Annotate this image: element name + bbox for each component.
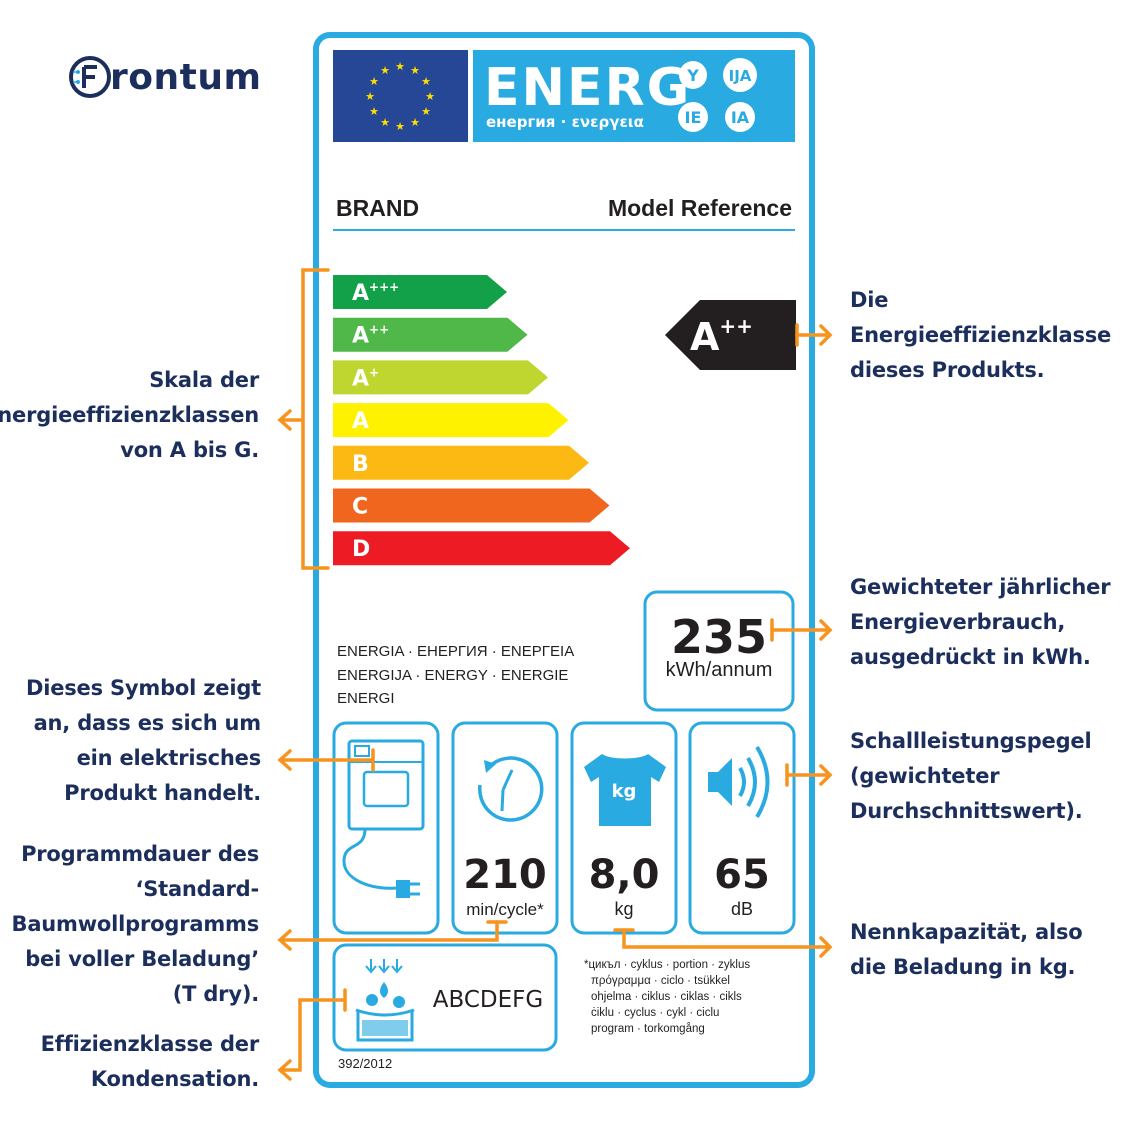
scale-class-label: B: [352, 452, 369, 477]
energy-words-line-1: ENERGIA · ЕНЕРГИЯ · ΕΝΕΡΓΕΙΑ: [337, 643, 574, 660]
frontum-logo: rontum: [68, 54, 261, 100]
electric-picto-box: [332, 721, 440, 935]
capacity-picto-box: kg 8,0 kg: [570, 721, 678, 935]
suffix-ie: IE: [685, 108, 702, 127]
eu-star-icon: ★: [395, 121, 405, 133]
eu-star-icon: ★: [410, 65, 420, 77]
duration-value: 210: [463, 852, 547, 898]
annotation-scale: Skala der Energieeffizienzklassen von A …: [0, 368, 259, 462]
capacity-value: 8,0: [589, 852, 660, 898]
efficiency-scale: A+++ A++ A+ ABCD: [333, 275, 630, 566]
energy-words-line-3: ENERGI: [337, 690, 395, 707]
scale-class-c: C: [333, 488, 610, 523]
clock-icon: [477, 756, 544, 822]
water-tank-icon: [356, 1010, 414, 1042]
cycle-footnote: *цикъл · cyklus · portion · zyklus πρόγρ…: [584, 959, 750, 1035]
eu-flag: [333, 50, 468, 142]
eu-star-icon: ★: [369, 106, 379, 118]
scale-class-aplus: A+: [333, 360, 548, 395]
dryer-icon: [347, 739, 425, 831]
condensation-connector: [277, 998, 347, 1081]
footnote-line-2: πρόγραμμα · ciclo · tsükkel: [591, 975, 730, 987]
water-drop-icon: [380, 982, 388, 998]
speaker-icon: [708, 758, 732, 806]
water-drop-arrows-icon: [365, 959, 403, 974]
energy-words: ENERGIA · ЕНЕРГИЯ · ΕΝΕΡΓΕΙΑ ENERGIJA · …: [337, 643, 574, 707]
capacity-unit: kg: [614, 899, 633, 919]
annotation-duration: Programmdauer des ‘Standard- Baumwollpro…: [11, 842, 260, 1006]
annotation-noise: Schallleistungspegel (gewichteter Durchs…: [850, 729, 1092, 823]
condensation-box: ABCDEFG: [332, 943, 558, 1052]
eu-star-icon: ★: [369, 76, 379, 88]
scale-arrow: [277, 409, 305, 431]
noise-connector: [785, 764, 833, 786]
noise-picto-box: 65 dB: [688, 721, 796, 935]
energy-words-line-2: ENERGIJA · ENERGY · ENERGIE: [337, 667, 568, 684]
eu-star-icon: ★: [380, 117, 390, 129]
annotation-product-class: Die Energieeffizienzklasse dieses Produk…: [850, 288, 1112, 382]
model-reference: Model Reference: [608, 195, 792, 221]
annotation-consumption: Gewichteter jährlicher Energieverbrauch,…: [850, 575, 1111, 669]
annotation-condensation: Effizienzklasse der Kondensation.: [40, 1032, 260, 1091]
regulation-number: 392/2012: [338, 1056, 392, 1071]
capacity-connector: [622, 928, 833, 958]
annotation-connectors: [277, 268, 833, 1081]
eu-star-icon: ★: [425, 91, 435, 103]
energ-suffix-badges: Y IJA IE IA: [678, 58, 757, 132]
scale-class-aplusplus: A++: [333, 317, 528, 352]
product-class-connector: [795, 324, 833, 346]
tshirt-icon: [584, 754, 666, 826]
annotation-capacity: Nennkapazität, also die Beladung in kg.: [850, 920, 1083, 979]
condensation-class-scale: ABCDEFG: [433, 987, 543, 1013]
eu-star-icon: ★: [421, 76, 431, 88]
brand-placeholder: BRAND: [336, 195, 419, 221]
footnote-line-1: *цикъл · cyklus · portion · zyklus: [584, 959, 750, 971]
brand-name: rontum: [110, 56, 262, 98]
energ-subtitle: енергия · ενεργεια: [486, 113, 644, 131]
consumption-box: [643, 590, 795, 712]
noise-value: 65: [714, 852, 770, 898]
consumption-connector: [770, 619, 833, 641]
consumption-value: 235: [671, 610, 767, 664]
product-class-arrow: A++: [665, 300, 796, 370]
eu-star-icon: ★: [395, 61, 405, 73]
power-cable-icon: [342, 828, 397, 890]
product-class-label: A++: [690, 314, 753, 359]
footnote-line-3: ohjelma · ciklus · ciklas · cikls: [591, 991, 742, 1003]
scale-class-d: D: [333, 531, 630, 566]
scale-class-label: C: [352, 495, 368, 520]
footnote-line-5: program · torkomgång: [591, 1023, 705, 1035]
eu-stars: ★ ★★★★★★★★★★★: [365, 61, 435, 133]
scale-class-aplusplusplus: A+++: [333, 275, 507, 309]
duration-unit: min/cycle*: [466, 900, 544, 919]
energ-title: ENERG: [484, 58, 691, 118]
scale-class-label: D: [352, 537, 370, 562]
annotation-electric: Dieses Symbol zeigt an, dass es sich um …: [25, 676, 261, 805]
power-plug-icon: [396, 880, 410, 898]
eu-star-icon: ★: [365, 91, 375, 103]
frontum-logo-icon: [69, 56, 111, 98]
scale-class-a: A: [333, 403, 569, 438]
suffix-y: Y: [686, 66, 699, 85]
footnote-line-4: ċiklu · cyclus · cykl · ciclu: [591, 1007, 719, 1019]
eu-star-icon: ★: [380, 65, 390, 77]
suffix-ia: IA: [731, 108, 750, 127]
consumption-unit: kWh/annum: [666, 659, 773, 681]
scale-class-b: B: [333, 445, 589, 480]
eu-star-icon: ★: [410, 117, 420, 129]
duration-connector: [277, 920, 499, 951]
suffix-ija: IJA: [729, 67, 752, 85]
eu-star-icon: ★: [421, 106, 431, 118]
scale-class-label: A: [352, 409, 369, 434]
tshirt-kg-text: kg: [612, 781, 637, 802]
duration-picto-box: 210 min/cycle*: [451, 721, 559, 935]
electric-connector: [277, 749, 375, 771]
noise-unit: dB: [731, 899, 753, 919]
